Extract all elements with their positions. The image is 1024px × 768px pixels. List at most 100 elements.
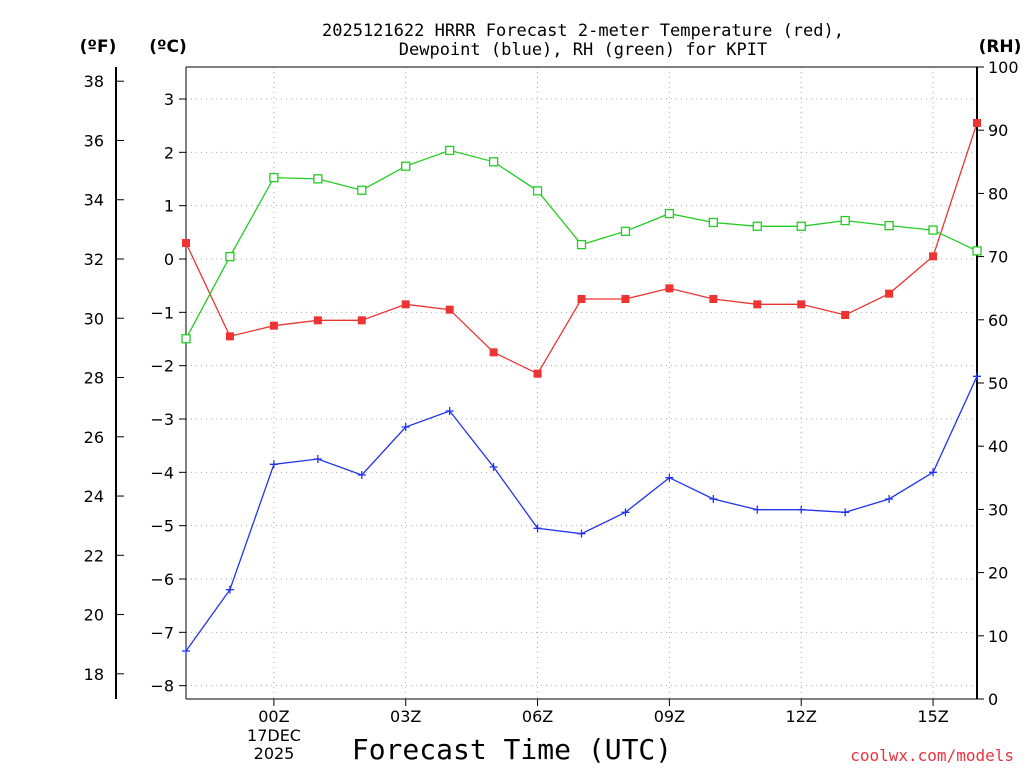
green-series [181,145,982,344]
rh-point [269,172,279,183]
celsius-tick-label: −7 [150,623,174,642]
dewpoint-point [489,463,498,471]
temperature-point [973,119,981,127]
rh-point [620,226,631,236]
fahrenheit-tick-label: 38 [84,72,104,91]
dewpoint-point [665,473,674,482]
temperature-point [225,332,234,341]
celsius-tick-label: 0 [164,250,174,269]
x-axis-label: Forecast Time (UTC) [352,733,672,766]
axes [115,66,984,706]
celsius-tick-label: −4 [150,463,174,482]
temperature-point [313,316,322,325]
dewpoint-point [225,585,234,594]
fahrenheit-tick-label: 26 [84,428,104,447]
rh-tick-label: 0 [988,690,998,709]
grid-lines [186,67,977,699]
x-tick-label: 15Z [917,707,948,726]
blue-series-line [185,376,978,652]
rh-point [972,246,982,256]
fahrenheit-tick-label: 22 [84,546,104,565]
rh-point [664,208,675,219]
dewpoint-point [401,423,410,431]
temperature-point [269,321,278,330]
celsius-tick-label: −1 [150,303,174,322]
dewpoint-point [445,407,454,415]
temperature-point [401,300,410,309]
celsius-tick-label: −2 [150,357,174,376]
celsius-tick-label: −8 [150,677,174,696]
chart-title-line-2: Dewpoint (blue), RH (green) for KPIT [399,40,767,60]
rh-point [313,174,323,184]
temperature-point [577,295,586,303]
temperature-point [357,316,366,325]
celsius-unit-label: (ºC) [149,37,187,57]
rh-tick-label: 20 [988,564,1008,583]
chart-title-line-1: 2025121622 HRRR Forecast 2-meter Tempera… [322,21,844,41]
rh-point [357,185,367,195]
fahrenheit-unit-label: (ºF) [80,37,117,57]
dewpoint-point [929,468,938,477]
x-tick-label: 03Z [390,707,421,726]
celsius-tick-label: 1 [164,197,174,216]
dewpoint-point [973,372,981,381]
rh-point [840,215,850,226]
rh-point [181,334,191,344]
rh-point [401,161,411,171]
fahrenheit-tick-label: 18 [84,665,104,684]
rh-point [928,225,938,235]
x-tick-label: 12Z [786,707,817,726]
celsius-tick-label: −5 [150,517,174,536]
dewpoint-point [577,529,586,538]
celsius-tick-label: −3 [150,410,174,429]
rh-tick-label: 60 [988,311,1008,330]
rh-tick-label: 80 [988,184,1008,203]
dewpoint-point [313,455,322,463]
rh-tick-label: 100 [988,58,1019,77]
rh-point [532,186,543,196]
temperature-point [885,289,894,298]
rh-tick-label: 40 [988,437,1008,456]
temperature-point [445,305,454,314]
temperature-point [489,348,498,357]
fahrenheit-tick-label: 28 [84,369,104,388]
rh-point [708,217,718,228]
data-series [181,119,982,655]
rh-tick-label: 70 [988,248,1008,267]
dewpoint-point [269,460,278,469]
rh-point [796,221,806,231]
dewpoint-point [885,495,894,503]
rh-tick-label: 50 [988,374,1008,393]
x-tick-label: 09Z [654,707,685,726]
rh-tick-label: 10 [988,627,1008,646]
fahrenheit-tick-label: 30 [84,309,104,328]
celsius-tick-label: −6 [150,570,174,589]
temperature-point [621,295,630,303]
rh-point [225,251,235,262]
fahrenheit-tick-label: 34 [84,191,104,210]
rh-unit-label: (RH) [979,37,1022,57]
temperature-point [182,239,190,247]
celsius-tick-label: 3 [164,90,174,109]
dewpoint-point [621,508,630,517]
dewpoint-point [841,508,850,517]
fahrenheit-tick-label: 32 [84,250,104,269]
rh-point [752,221,762,231]
temperature-point [753,300,762,309]
rh-point [884,220,894,231]
temperature-point [709,295,718,303]
rh-point [576,239,587,250]
dewpoint-point [182,647,190,655]
rh-point [445,145,455,156]
dewpoint-point [753,505,762,514]
temperature-point [841,311,850,319]
rh-tick-label: 30 [988,500,1008,519]
rh-tick-label: 90 [988,121,1008,140]
temperature-point [533,369,542,378]
date-label-year: 2025 [254,744,295,763]
dewpoint-point [533,524,542,533]
dewpoint-point [709,495,718,503]
fahrenheit-tick-label: 20 [84,606,104,625]
celsius-tick-label: 2 [164,143,174,162]
